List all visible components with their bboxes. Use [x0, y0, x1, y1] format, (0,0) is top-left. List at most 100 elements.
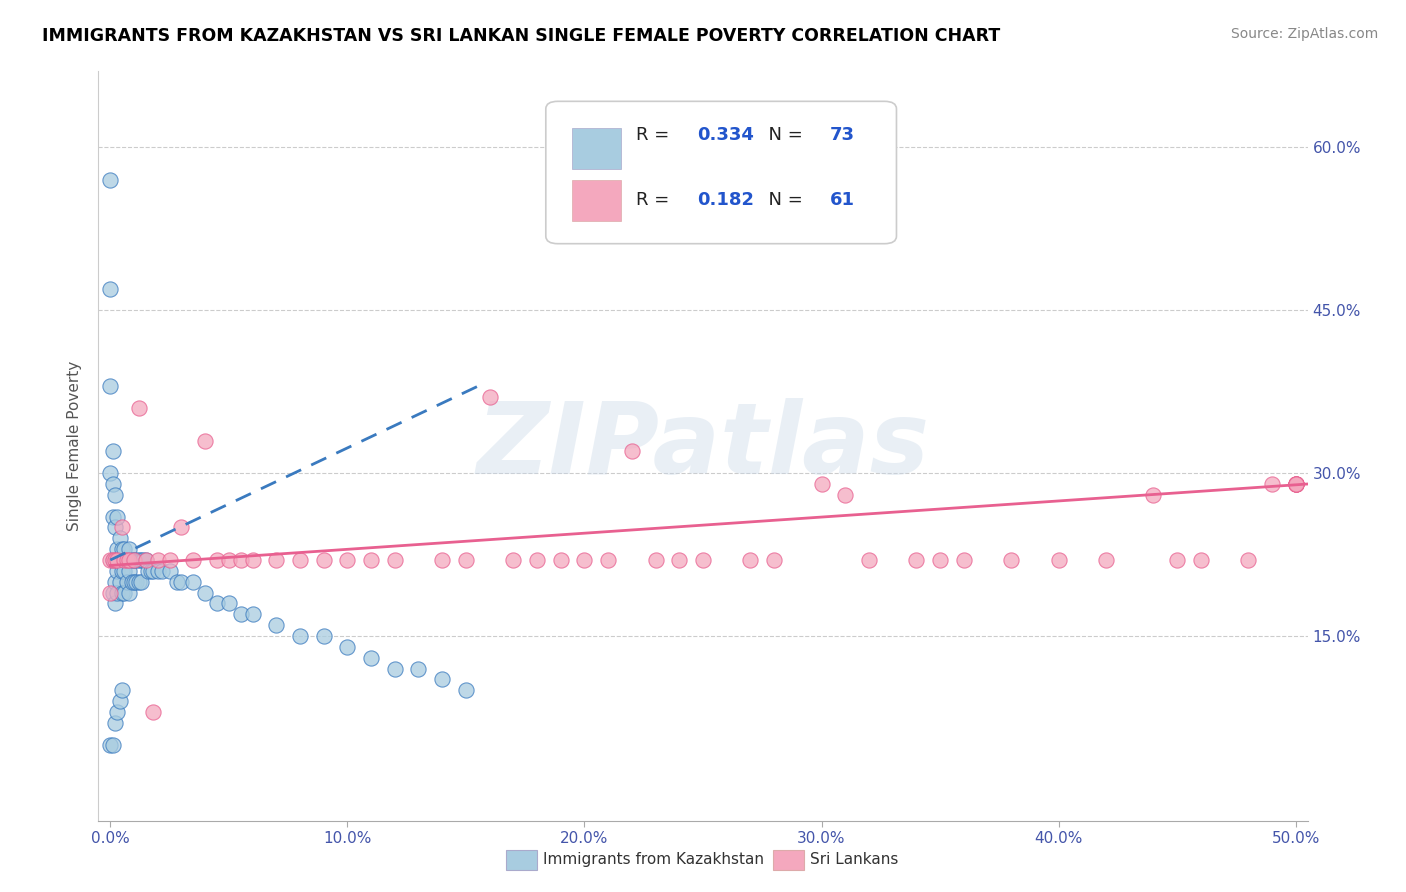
Point: [1261, 477, 1284, 491]
Point: [104, 574, 127, 589]
Point: [205, 553, 228, 567]
Point: [1095, 553, 1118, 567]
Point: [166, 574, 188, 589]
Point: [336, 640, 359, 654]
Point: [502, 553, 524, 567]
Point: [1285, 477, 1308, 491]
Point: [108, 553, 131, 567]
FancyBboxPatch shape: [572, 128, 621, 169]
Point: [170, 520, 193, 534]
Point: [128, 574, 150, 589]
Point: [122, 574, 145, 589]
Point: [692, 553, 714, 567]
Point: [115, 553, 138, 567]
Point: [550, 553, 572, 567]
Point: [1285, 477, 1308, 491]
Point: [288, 553, 311, 567]
Point: [1285, 477, 1308, 491]
Point: [132, 553, 155, 567]
Point: [146, 553, 169, 567]
Point: [218, 553, 240, 567]
Point: [121, 574, 143, 589]
Point: [763, 553, 786, 567]
Point: [105, 705, 128, 719]
Text: 73: 73: [830, 126, 855, 144]
Point: [101, 585, 124, 599]
Point: [170, 574, 193, 589]
Text: N =: N =: [758, 191, 808, 210]
Point: [408, 662, 430, 676]
Text: 61: 61: [830, 191, 855, 210]
Point: [122, 553, 145, 567]
Text: N =: N =: [758, 126, 808, 144]
Point: [111, 542, 134, 557]
Text: Source: ZipAtlas.com: Source: ZipAtlas.com: [1230, 27, 1378, 41]
Point: [139, 564, 162, 578]
Point: [118, 564, 141, 578]
Point: [242, 607, 264, 622]
Point: [181, 574, 204, 589]
Point: [104, 597, 127, 611]
Y-axis label: Single Female Poverty: Single Female Poverty: [67, 361, 83, 531]
Point: [194, 434, 217, 448]
Point: [1285, 477, 1308, 491]
Point: [152, 564, 174, 578]
Point: [128, 553, 150, 567]
Point: [159, 564, 181, 578]
Point: [598, 553, 620, 567]
Point: [264, 553, 287, 567]
Text: IMMIGRANTS FROM KAZAKHSTAN VS SRI LANKAN SINGLE FEMALE POVERTY CORRELATION CHART: IMMIGRANTS FROM KAZAKHSTAN VS SRI LANKAN…: [42, 27, 1001, 45]
Point: [159, 553, 181, 567]
Point: [384, 553, 406, 567]
Point: [312, 629, 335, 643]
Point: [118, 553, 141, 567]
Point: [432, 673, 454, 687]
Point: [1189, 553, 1212, 567]
Point: [810, 477, 832, 491]
Point: [288, 629, 311, 643]
FancyBboxPatch shape: [572, 180, 621, 221]
Point: [432, 553, 454, 567]
Point: [905, 553, 928, 567]
Point: [128, 401, 150, 415]
Point: [125, 553, 148, 567]
Point: [101, 738, 124, 752]
Point: [105, 564, 128, 578]
Point: [104, 553, 127, 567]
Point: [264, 618, 287, 632]
Point: [114, 553, 136, 567]
Point: [1237, 553, 1260, 567]
Point: [360, 650, 382, 665]
Point: [125, 574, 148, 589]
Point: [114, 585, 136, 599]
Point: [1285, 477, 1308, 491]
Point: [644, 553, 666, 567]
Point: [101, 444, 124, 458]
Point: [98, 553, 121, 567]
Point: [454, 683, 477, 698]
Point: [360, 553, 382, 567]
FancyBboxPatch shape: [546, 102, 897, 244]
Point: [114, 564, 136, 578]
Point: [1142, 488, 1164, 502]
Point: [135, 553, 157, 567]
Point: [929, 553, 952, 567]
Text: 0.182: 0.182: [697, 191, 754, 210]
Point: [242, 553, 264, 567]
Point: [98, 281, 121, 295]
Point: [105, 542, 128, 557]
Point: [526, 553, 548, 567]
Point: [104, 520, 127, 534]
Point: [135, 553, 157, 567]
Point: [108, 694, 131, 708]
Point: [105, 585, 128, 599]
Point: [1047, 553, 1070, 567]
Point: [122, 553, 145, 567]
Point: [104, 715, 127, 730]
Point: [574, 553, 596, 567]
Point: [98, 738, 121, 752]
Point: [129, 553, 152, 567]
Point: [834, 488, 856, 502]
Point: [98, 173, 121, 187]
Point: [229, 607, 252, 622]
